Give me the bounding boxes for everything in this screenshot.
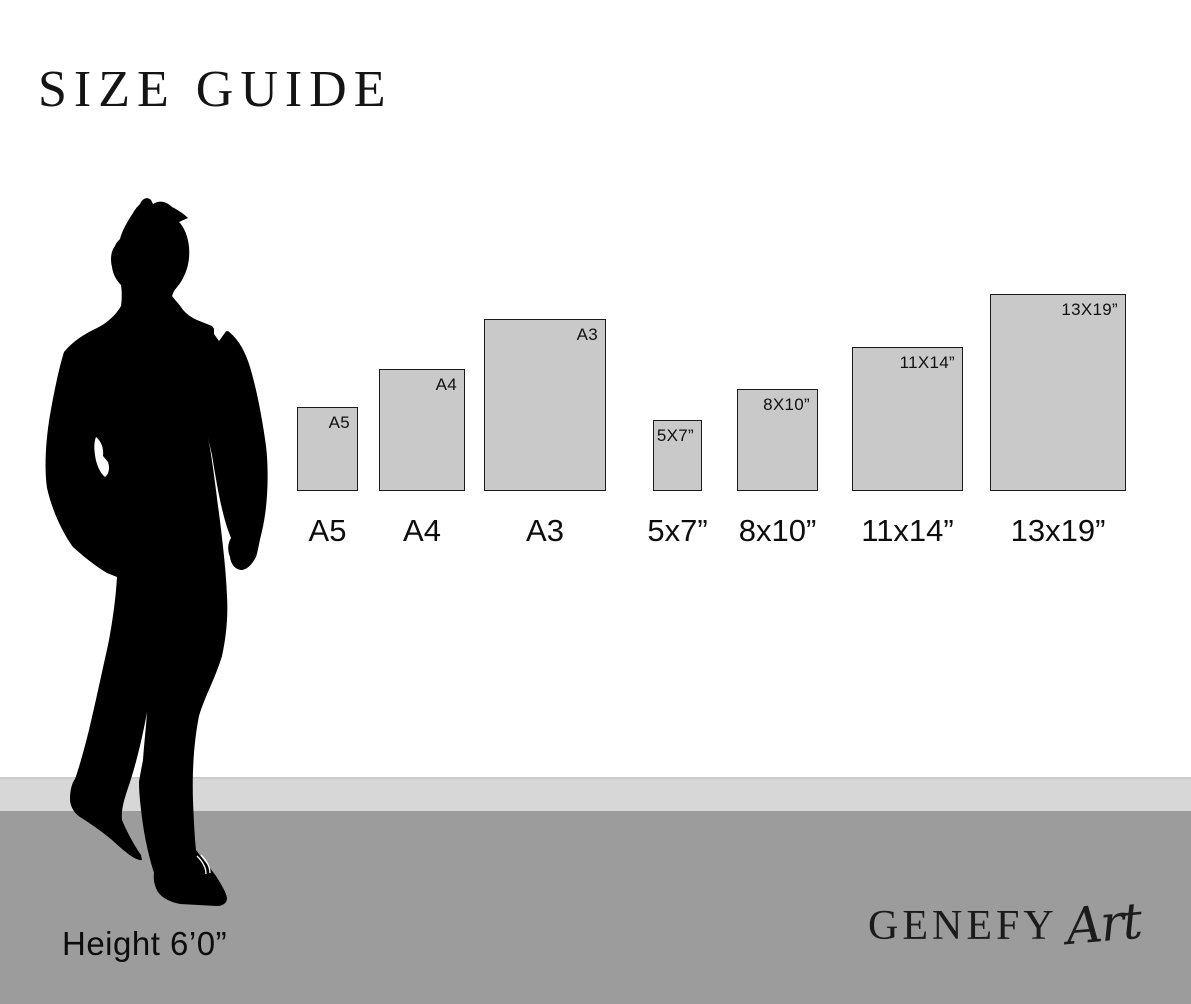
size-box-a5: A5	[297, 407, 358, 491]
size-bottom-label-a4: A4	[403, 513, 441, 548]
brand-logo: GENEFY Art	[868, 892, 1142, 956]
size-box-8x10: 8X10”	[737, 389, 818, 491]
size-bottom-label-a5: A5	[308, 513, 347, 548]
size-box-13x19: 13X19”	[990, 294, 1126, 491]
size-box-inner-label-8x10: 8X10”	[763, 395, 810, 414]
figure-height-label: Height 6’0”	[62, 925, 228, 962]
size-box-inner-label-11x14: 11X14”	[899, 353, 955, 372]
size-bottom-label-a3: A3	[526, 513, 564, 548]
size-box-a4: A4	[379, 369, 465, 491]
size-box-inner-label-5x7: 5X7”	[656, 426, 694, 445]
page-title: SIZE GUIDE	[38, 61, 393, 118]
size-box-inner-label-13x19: 13X19”	[1061, 300, 1118, 319]
man-silhouette-icon	[45, 198, 268, 906]
size-box-inner-label-a4: A4	[435, 375, 457, 394]
size-box-inner-label-a3: A3	[576, 325, 598, 344]
size-bottom-label-13x19: 13x19”	[1010, 513, 1106, 548]
size-box-11x14: 11X14”	[852, 347, 963, 491]
brand-name-text: GENEFY	[868, 903, 1058, 949]
size-bottom-label-8x10: 8x10”	[738, 513, 817, 548]
floor-dark-band	[0, 811, 1191, 1004]
brand-suffix-script-text: Art	[1063, 891, 1143, 957]
size-box-a3: A3	[484, 319, 606, 491]
size-box-5x7: 5X7”	[653, 420, 702, 491]
size-bottom-label-5x7: 5x7”	[647, 513, 708, 548]
size-box-inner-label-a5: A5	[328, 413, 350, 432]
floor-light-band	[0, 777, 1191, 811]
size-bottom-label-11x14: 11x14”	[861, 513, 954, 548]
